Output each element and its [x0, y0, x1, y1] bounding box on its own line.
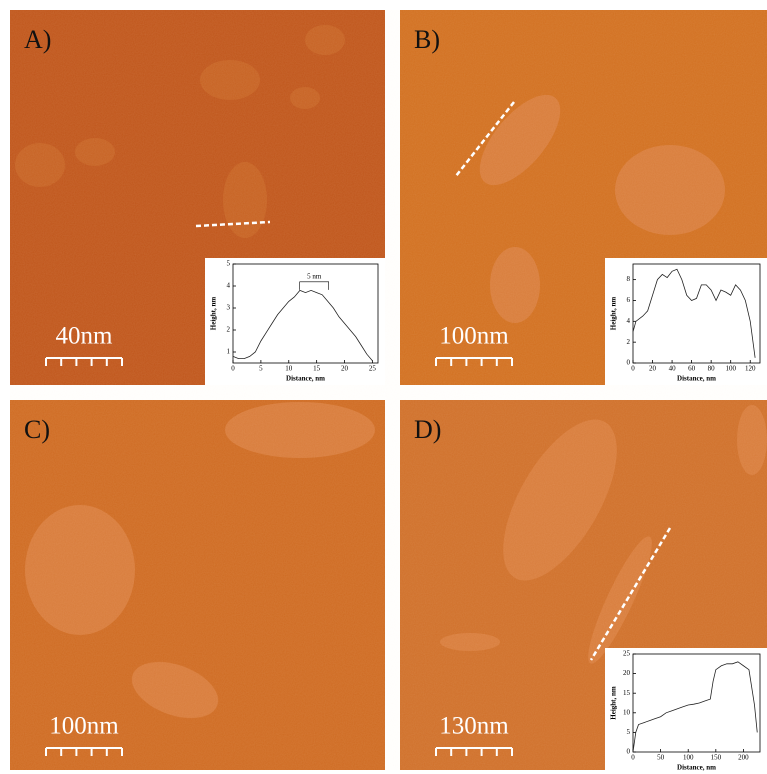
- y-tick-label: 8: [627, 275, 631, 283]
- panel-label: D): [414, 415, 441, 444]
- y-tick-label: 3: [227, 304, 231, 312]
- x-tick-label: 0: [631, 754, 635, 762]
- y-tick-label: 5: [227, 260, 231, 268]
- x-tick-label: 5: [259, 365, 263, 373]
- y-tick-label: 6: [627, 296, 631, 304]
- figure: A)40nm051015202512345Distance, nmHeight,…: [0, 0, 767, 774]
- x-tick-label: 50: [657, 754, 665, 762]
- y-tick-label: 20: [623, 669, 631, 677]
- scale-bar-label: 100nm: [439, 323, 509, 350]
- y-tick-label: 0: [627, 748, 631, 756]
- x-axis-label: Distance, nm: [677, 764, 716, 772]
- x-tick-label: 20: [649, 365, 657, 373]
- y-tick-label: 2: [627, 338, 631, 346]
- y-tick-label: 2: [227, 326, 231, 334]
- x-tick-label: 80: [708, 365, 716, 373]
- y-tick-label: 5: [627, 728, 631, 736]
- x-tick-label: 100: [683, 754, 694, 762]
- annotation: 5 nm: [307, 272, 322, 280]
- x-tick-label: 15: [313, 365, 321, 373]
- scale-bar-label: 100nm: [49, 713, 119, 740]
- y-tick-label: 1: [227, 348, 231, 356]
- panel-label: A): [24, 25, 51, 54]
- panel-label: C): [24, 415, 50, 444]
- y-tick-label: 25: [623, 650, 631, 658]
- y-axis-label: Height, nm: [610, 297, 618, 331]
- y-tick-label: 0: [627, 359, 631, 367]
- x-tick-label: 60: [688, 365, 696, 373]
- y-axis-label: Height, nm: [210, 297, 218, 331]
- x-tick-label: 0: [231, 365, 235, 373]
- y-tick-label: 4: [627, 317, 631, 325]
- x-axis-label: Distance, nm: [677, 375, 716, 383]
- x-tick-label: 0: [631, 365, 635, 373]
- x-tick-label: 120: [745, 365, 756, 373]
- scale-bar-label: 40nm: [56, 323, 114, 350]
- y-tick-label: 4: [227, 282, 231, 290]
- x-axis-label: Distance, nm: [286, 375, 325, 383]
- y-tick-label: 15: [623, 689, 631, 697]
- x-tick-label: 10: [285, 365, 293, 373]
- x-tick-label: 25: [369, 365, 377, 373]
- panel-label: B): [414, 25, 440, 54]
- x-tick-label: 20: [341, 365, 349, 373]
- x-tick-label: 150: [711, 754, 722, 762]
- y-tick-label: 10: [623, 708, 631, 716]
- x-tick-label: 200: [738, 754, 749, 762]
- x-tick-label: 100: [725, 365, 736, 373]
- scale-bar-label: 130nm: [439, 713, 509, 740]
- y-axis-label: Height, nm: [610, 686, 618, 720]
- x-tick-label: 40: [669, 365, 677, 373]
